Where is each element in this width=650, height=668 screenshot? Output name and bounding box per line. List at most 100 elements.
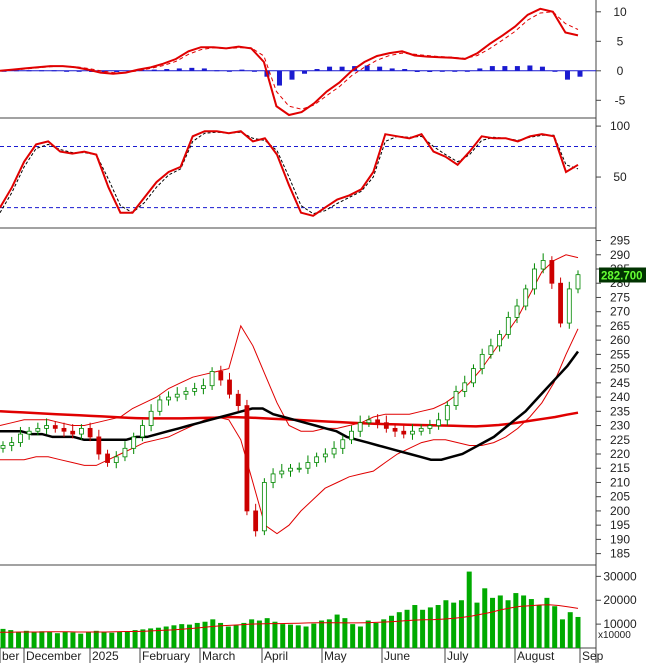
candle-body <box>296 467 302 470</box>
macd-histogram-bar <box>314 69 320 71</box>
candle-body <box>61 427 67 432</box>
volume-bar <box>70 632 76 648</box>
macd-histogram-bar <box>64 70 70 72</box>
candle-body <box>575 274 581 290</box>
macd-histogram-bar <box>327 66 333 71</box>
candle-body <box>505 316 511 335</box>
x-tick-label: March <box>202 649 235 663</box>
macd-histogram-bar <box>539 66 545 71</box>
candle-body <box>288 467 293 472</box>
y-tick-label: 295 <box>610 234 630 248</box>
volume-bar <box>427 607 433 648</box>
candle-body <box>227 379 232 395</box>
candle-body <box>566 288 572 324</box>
macd-histogram-bar <box>552 70 558 72</box>
macd-histogram-bar <box>489 66 495 71</box>
volume-bar <box>264 618 270 648</box>
candle-body <box>514 305 520 318</box>
volume-bar <box>0 628 6 648</box>
volume-bar <box>544 597 550 648</box>
stochastic-panel: 50 100 <box>0 119 630 217</box>
volume-bar <box>280 624 286 648</box>
volume-bar <box>54 633 60 648</box>
volume-bar <box>350 624 356 648</box>
candle-body <box>70 430 76 435</box>
candle-body <box>436 419 442 426</box>
moving-average-short <box>0 350 580 461</box>
volume-bar <box>155 627 161 648</box>
candle-body <box>9 442 15 446</box>
volume-bar <box>295 625 301 648</box>
volume-bar <box>272 621 278 648</box>
candle-body <box>122 447 128 458</box>
last-price-value: 282.700 <box>601 271 643 283</box>
volume-moving-average <box>0 604 579 633</box>
volume-bar <box>225 626 231 648</box>
macd-histogram-bar <box>439 70 445 72</box>
y-tick-label: 195 <box>610 518 630 532</box>
macd-histogram-bar <box>427 70 433 72</box>
candle-body <box>44 425 49 429</box>
candle-body <box>148 410 154 426</box>
volume-bar <box>458 600 464 648</box>
y-tick-label: 225 <box>610 433 630 447</box>
candle-body <box>131 436 137 449</box>
volume-unit-label: x10000 <box>598 630 631 641</box>
macd-histogram-bar <box>527 65 533 71</box>
y-tick-label: 205 <box>610 490 630 504</box>
stochastic-k-line <box>0 130 579 217</box>
y-tick-label: 100 <box>610 119 630 133</box>
macd-histogram-bar <box>39 70 45 72</box>
volume-bar <box>16 631 22 648</box>
y-tick-label: 265 <box>610 319 630 333</box>
macd-histogram-bar <box>201 68 207 71</box>
y-tick-label: 260 <box>610 333 630 347</box>
candle-body <box>427 425 433 429</box>
volume-panel: 10000 20000 30000 x10000 <box>0 569 637 648</box>
volume-bar <box>148 628 154 648</box>
macd-histogram-bar <box>214 70 220 72</box>
candle-body <box>471 368 476 384</box>
volume-bar <box>567 612 573 648</box>
volume-bar <box>451 602 457 648</box>
candle-body <box>322 453 328 458</box>
candle-body <box>183 390 189 395</box>
candle-body <box>253 510 259 532</box>
y-tick-label: 235 <box>610 404 630 418</box>
macd-histogram-bar <box>26 70 32 72</box>
macd-histogram-bar <box>164 69 170 71</box>
macd-histogram-bar <box>402 69 408 71</box>
y-tick-label: 50 <box>613 170 627 184</box>
y-tick-label: 5 <box>617 34 624 48</box>
volume-bar <box>357 626 363 648</box>
y-tick-label: 0 <box>617 64 624 78</box>
volume-bar <box>288 624 293 648</box>
y-tick-label: 200 <box>610 504 630 518</box>
candle-body <box>18 433 23 444</box>
bollinger-lower-band <box>0 328 579 535</box>
volume-bar <box>124 631 130 648</box>
y-tick-label: -5 <box>615 93 626 107</box>
macd-histogram-bar <box>339 66 345 71</box>
x-tick-label: July <box>447 649 468 663</box>
macd-histogram-bar <box>577 70 583 77</box>
y-tick-label: 230 <box>610 419 630 433</box>
candle-body <box>410 430 415 435</box>
candle-body <box>174 393 180 398</box>
candle-body <box>244 405 250 512</box>
volume-bar <box>163 626 169 648</box>
candle-body <box>444 405 450 421</box>
volume-bar <box>171 625 177 648</box>
candle-body <box>401 430 407 435</box>
x-tick-label: ber <box>2 649 19 663</box>
macd-histogram-bar <box>251 70 257 72</box>
y-tick-label: 270 <box>610 305 630 319</box>
volume-bar <box>117 632 123 648</box>
candle-body <box>349 430 354 441</box>
x-tick-label: April <box>264 649 288 663</box>
volume-bar <box>319 620 325 648</box>
macd-histogram-bar <box>514 66 520 71</box>
macd-histogram-bar <box>389 68 395 71</box>
